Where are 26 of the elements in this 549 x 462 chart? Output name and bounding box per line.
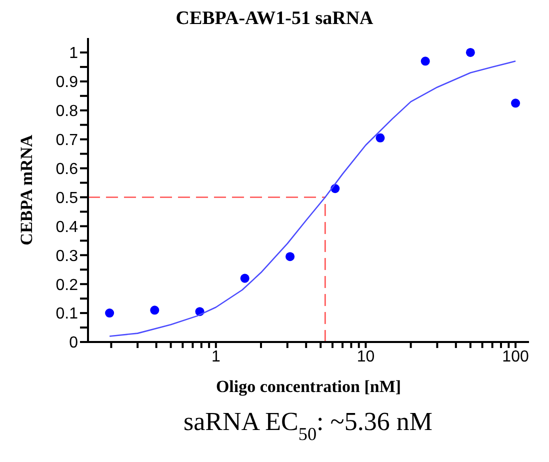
y-tick-label: 0.3 bbox=[56, 248, 78, 265]
point bbox=[286, 252, 295, 262]
y-tick-label: 0.4 bbox=[56, 218, 78, 236]
y-tick-label: 0.6 bbox=[56, 160, 78, 178]
point bbox=[511, 98, 520, 108]
chart-title: CEBPA-AW1-51 saRNA bbox=[174, 8, 374, 31]
y-tick-label: 0 bbox=[69, 334, 78, 352]
y-tick-label: 0.1 bbox=[56, 306, 78, 323]
point bbox=[240, 274, 250, 283]
x-tick-label: 10 bbox=[356, 348, 375, 366]
point bbox=[466, 48, 475, 57]
x-tick-label: 100 bbox=[502, 348, 529, 366]
x-axis-title: Oligo concentration [nM] bbox=[216, 377, 402, 396]
point bbox=[150, 306, 160, 315]
point bbox=[105, 308, 114, 318]
text: saRNA EC$_{50}$: ~5.36 nM bbox=[184, 407, 432, 444]
point bbox=[376, 133, 385, 142]
x-tick-label: 1 bbox=[211, 348, 220, 366]
y-tick-label: 1 bbox=[69, 45, 78, 62]
y-tick-label: 0.8 bbox=[56, 103, 78, 120]
point bbox=[420, 56, 430, 66]
y-tick-label: 0.5 bbox=[56, 190, 78, 207]
y-tick-label: 0.7 bbox=[56, 132, 78, 150]
y-tick-label: 0.9 bbox=[56, 74, 78, 92]
y-axis-title: CEBPA mRNA bbox=[17, 134, 36, 246]
y-tick-label: 0.2 bbox=[56, 276, 78, 294]
